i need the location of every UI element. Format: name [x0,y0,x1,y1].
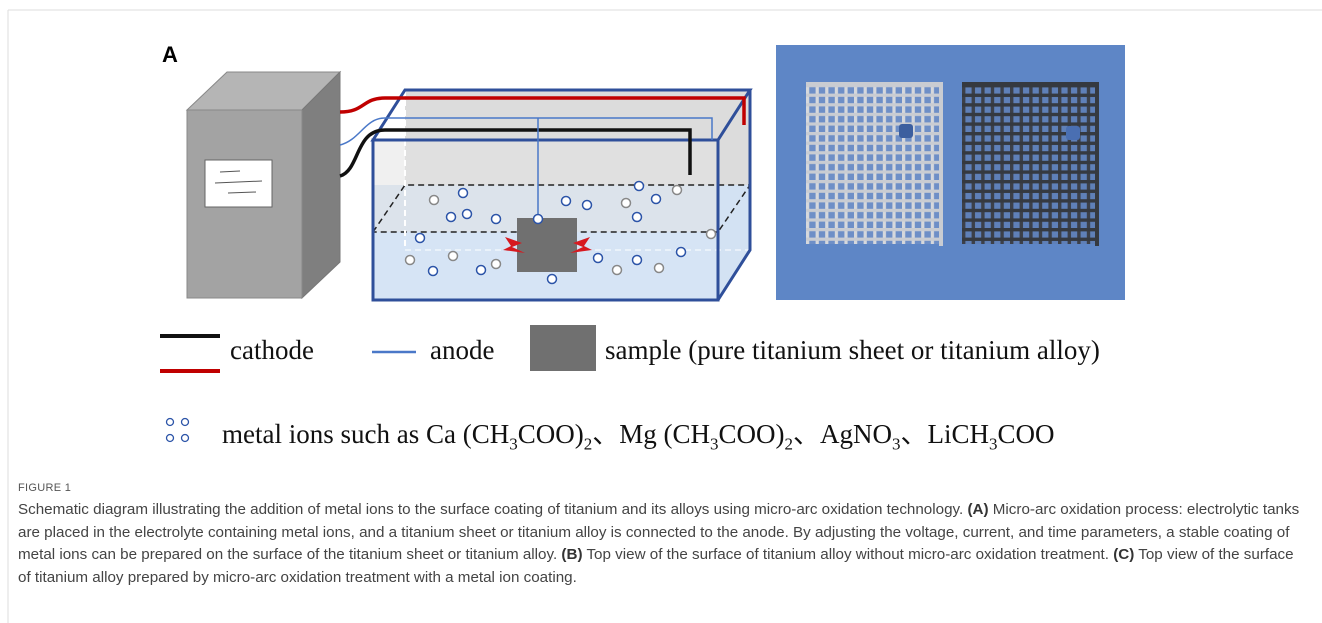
sample [517,218,577,272]
legend-ions [165,417,190,443]
cathode-wire [339,96,746,125]
caption-panel-label: (B) [561,546,583,564]
figure-label: FIGURE 1 [18,482,72,494]
anode-wire [339,117,713,218]
photo [776,45,1125,300]
legend-sample [530,325,596,371]
legend-text-part: COO) [517,419,584,449]
legend-text-part: metal ions such as Ca (CH [222,419,510,449]
legend-text-part: COO [997,419,1055,449]
panel-label: A [162,42,178,67]
legend-text: sample (pure titanium sheet or titanium … [605,335,1100,365]
cathode-wire [339,128,692,178]
caption: Schematic diagram illustrating the addit… [18,499,1306,589]
subscript: 3 [509,434,518,454]
legend-text-part: 、AgNO [792,419,892,449]
power-supply [185,70,342,300]
spark [503,237,525,253]
subscript: 3 [891,434,901,454]
ions [404,180,717,285]
legend-text-part: COO) [718,419,785,449]
caption-panel-label: (C) [1113,546,1135,564]
spark [570,237,592,253]
legend-text-part: 、Mg (CH [592,419,710,449]
caption-text: Top view of the surface of titanium allo… [18,546,1294,586]
caption-text: Top view of the surface of titanium allo… [586,546,1109,564]
subscript: 3 [709,434,719,454]
legend-text: cathode [230,335,314,365]
subscript: 3 [989,434,998,454]
legend-text-part: 、LiCH [900,419,989,449]
subscript: 2 [583,434,593,454]
legend-text: metal ions such as Ca (CH3COO)2、Mg (CH3C… [222,412,1055,454]
caption-text: Micro-arc oxidation process: electrolyti… [18,501,1300,564]
legend-text: anode [430,335,495,365]
caption-panel-label: (A) [967,501,989,518]
caption-text: Schematic diagram illustrating the addit… [18,501,964,518]
subscript: 2 [784,434,793,454]
